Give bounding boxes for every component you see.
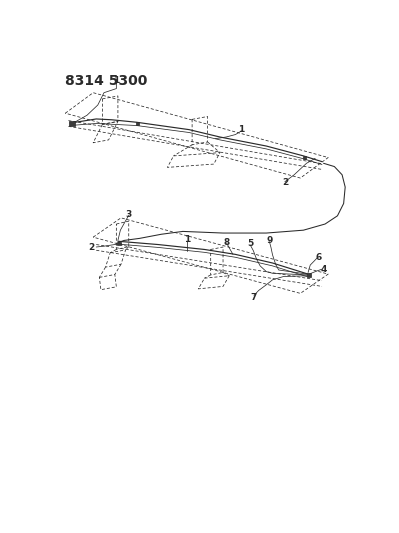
Text: 4: 4: [320, 265, 327, 273]
Text: 1: 1: [239, 125, 245, 134]
Text: 2: 2: [282, 179, 288, 188]
Bar: [117, 242, 120, 245]
Text: 2: 2: [89, 243, 95, 252]
Text: 6: 6: [316, 253, 322, 262]
Text: 9: 9: [266, 236, 273, 245]
Text: 3: 3: [126, 209, 132, 219]
Text: 8314 5300: 8314 5300: [65, 74, 148, 88]
Text: 1: 1: [184, 235, 191, 244]
Bar: [303, 156, 306, 159]
Bar: [306, 273, 311, 277]
Bar: [136, 122, 139, 125]
Text: 8: 8: [223, 238, 230, 247]
Text: 5: 5: [247, 239, 253, 248]
Text: 7: 7: [251, 293, 257, 302]
Bar: [69, 122, 75, 126]
Text: 1: 1: [113, 76, 119, 85]
